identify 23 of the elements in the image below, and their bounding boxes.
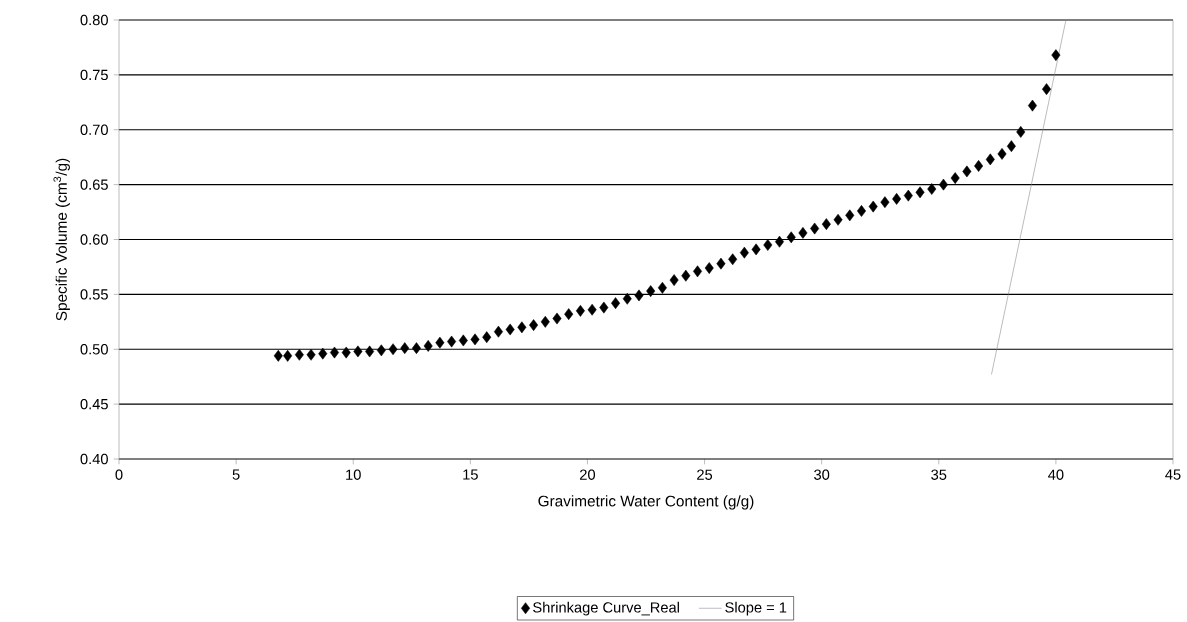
y-tick-label: 0.65	[80, 179, 108, 190]
y-tick-label: 0.50	[80, 344, 108, 355]
x-tick-label: 10	[346, 469, 361, 480]
x-tick-label: 40	[1048, 469, 1064, 480]
x-tick-label: 25	[697, 469, 713, 480]
y-tick-label: 0.75	[80, 69, 108, 81]
y-tick-label: 0.55	[80, 289, 108, 300]
x-tick-label: 0	[115, 469, 123, 480]
y-tick-label: 0.45	[80, 398, 108, 410]
y-tick-label: 0.40	[80, 453, 108, 465]
legend-label: Shrinkage Curve_Real	[533, 601, 679, 616]
x-tick-label: 30	[814, 469, 830, 480]
x-tick-label: 15	[463, 469, 478, 480]
x-tick-label: 35	[931, 469, 947, 480]
x-tick-label: 45	[1165, 469, 1181, 480]
y-tick-label: 0.80	[80, 14, 108, 26]
y-tick-label: 0.70	[80, 124, 108, 135]
y-tick-label: 0.60	[80, 234, 108, 245]
x-axis-title: Gravimetric Water Content (g/g)	[538, 495, 754, 510]
y-axis-title: Specific Volume (cm$^{3}$/g)	[53, 158, 70, 321]
legend-label: Slope = 1	[725, 601, 787, 616]
x-tick-label: 20	[580, 469, 596, 480]
x-tick-label: 5	[232, 469, 240, 480]
